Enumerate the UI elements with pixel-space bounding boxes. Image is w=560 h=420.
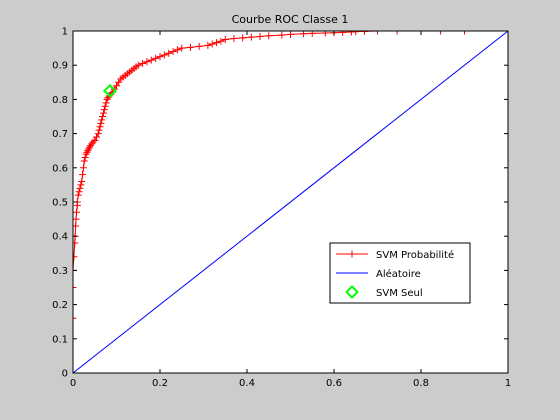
data-point-svm-probabilit	[76, 184, 84, 192]
x-tick-label: 0	[70, 378, 76, 389]
legend-label-svm-seul: SVM Seul	[376, 288, 423, 299]
data-point-svm-probabilit	[256, 32, 264, 40]
data-point-svm-probabilit	[247, 33, 255, 41]
data-point-svm-probabilit	[80, 157, 88, 165]
data-point-svm-probabilit	[91, 136, 99, 144]
legend-label-al-atoire: Aléatoire	[376, 268, 421, 280]
data-point-svm-probabilit	[73, 208, 80, 216]
x-tick-label: 0.8	[413, 378, 429, 389]
axes-layer: 0 0.2 0.4 0.6 0.8 1 0 0.1 0.2 0.3 0.4 0.5 0.6 0.7 0.8 0…	[52, 27, 511, 390]
data-point-svm-probabilit	[100, 106, 108, 114]
data-point-svm-probabilit	[102, 99, 110, 107]
data-point-svm-seul	[103, 83, 117, 98]
data-point-svm-probabilit	[73, 239, 79, 247]
data-point-svm-probabilit	[217, 37, 225, 45]
x-tick-label: 0.4	[239, 378, 255, 389]
data-point-svm-probabilit	[152, 54, 160, 62]
data-point-svm-probabilit	[73, 314, 77, 322]
y-tick-label: 0.6	[52, 163, 68, 174]
data-point-svm-probabilit	[278, 31, 286, 39]
data-point-svm-probabilit	[208, 40, 216, 48]
data-point-svm-probabilit	[239, 34, 247, 42]
legend-marker-svm-seul	[345, 285, 359, 299]
y-tick-label: 0.8	[52, 95, 68, 106]
x-tick-label: 0.2	[152, 378, 168, 389]
data-point-svm-probabilit	[96, 123, 104, 131]
y-tick-label: 0	[62, 369, 68, 380]
data-point-svm-probabilit	[84, 147, 92, 155]
data-point-svm-probabilit	[186, 43, 194, 51]
x-tick-label: 1	[505, 378, 511, 389]
data-point-svm-probabilit	[77, 181, 85, 189]
marker-layer	[103, 83, 117, 98]
data-point-svm-probabilit	[98, 116, 106, 124]
y-tick-label: 0.1	[52, 334, 68, 345]
data-point-svm-probabilit	[79, 171, 87, 179]
data-point-svm-probabilit	[79, 164, 87, 172]
data-point-svm-probabilit	[85, 145, 93, 153]
data-point-svm-probabilit	[94, 130, 102, 138]
data-point-svm-probabilit	[95, 126, 103, 134]
data-point-svm-probabilit	[156, 53, 164, 61]
data-point-svm-probabilit	[73, 253, 78, 261]
data-point-svm-probabilit	[461, 31, 468, 35]
data-point-svm-probabilit	[230, 35, 238, 43]
data-point-svm-probabilit	[147, 56, 155, 64]
y-tick-label: 0.2	[52, 300, 68, 311]
data-point-svm-probabilit	[352, 31, 360, 36]
y-tick-label: 0.3	[52, 266, 68, 277]
data-point-svm-probabilit	[73, 215, 80, 223]
legend-marker-svm-probabilit	[348, 250, 356, 258]
data-point-svm-probabilit	[221, 36, 229, 44]
data-point-svm-probabilit	[73, 284, 77, 291]
data-point-svm-probabilit	[101, 102, 109, 110]
data-point-svm-probabilit	[82, 150, 90, 158]
data-point-svm-probabilit	[75, 188, 83, 196]
data-point-svm-probabilit	[393, 31, 401, 35]
data-point-svm-probabilit	[92, 133, 100, 141]
data-point-svm-probabilit	[321, 31, 329, 37]
data-point-svm-probabilit	[99, 109, 107, 117]
data-point-svm-probabilit	[374, 31, 381, 35]
data-point-svm-probabilit	[160, 51, 168, 59]
data-point-svm-probabilit	[88, 140, 96, 148]
data-point-svm-probabilit	[265, 32, 273, 40]
series-line-al-atoire	[73, 31, 508, 373]
y-tick-label: 0.7	[52, 129, 68, 140]
data-point-svm-probabilit	[139, 59, 147, 67]
data-point-svm-probabilit	[134, 61, 142, 69]
data-point-svm-probabilit	[97, 119, 105, 127]
data-point-svm-probabilit	[165, 49, 173, 57]
data-point-svm-probabilit	[204, 41, 212, 49]
data-point-svm-probabilit	[99, 113, 107, 120]
data-point-svm-probabilit	[89, 138, 97, 146]
data-point-svm-probabilit	[169, 48, 177, 56]
data-point-svm-probabilit	[143, 58, 151, 66]
y-tick-label: 1	[62, 27, 68, 38]
legend: SVM Probabilité Aléatoire SVM Seul	[329, 242, 471, 304]
data-point-svm-probabilit	[78, 177, 86, 185]
data-point-svm-probabilit	[81, 154, 89, 162]
data-point-svm-probabilit	[339, 31, 347, 36]
data-point-svm-probabilit	[178, 44, 186, 52]
data-point-svm-probabilit	[287, 31, 294, 38]
data-point-svm-probabilit	[83, 148, 91, 156]
legend-label-svm-probabilit: SVM Probabilité	[376, 249, 454, 261]
data-point-svm-probabilit	[173, 46, 181, 54]
y-tick-label: 0.4	[52, 232, 68, 243]
data-point-svm-probabilit	[195, 42, 203, 50]
data-point-svm-probabilit	[213, 39, 221, 47]
chart-title: Courbe ROC Classe 1	[232, 13, 349, 26]
data-point-svm-probabilit	[74, 191, 82, 199]
data-point-svm-probabilit	[437, 31, 445, 35]
x-tick-label: 0.6	[326, 378, 342, 389]
y-tick-label: 0.5	[52, 198, 68, 209]
y-tick-label: 0.9	[52, 61, 68, 72]
